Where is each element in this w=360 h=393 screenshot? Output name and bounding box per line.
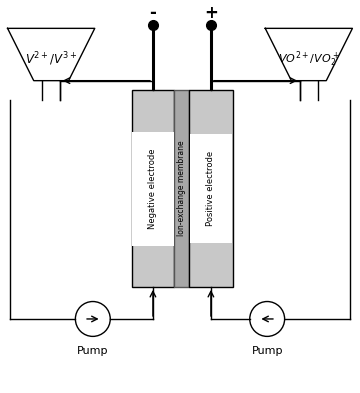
Text: Pump: Pump [251,346,283,356]
Text: Ion-exchange membrane: Ion-exchange membrane [177,141,186,237]
Text: $VO^{2+}/VO_2^+$: $VO^{2+}/VO_2^+$ [278,50,340,69]
Text: +: + [204,4,218,22]
Text: Negative electrode: Negative electrode [148,149,157,229]
Text: Positive electrode: Positive electrode [206,151,215,226]
Text: -: - [149,4,156,22]
Bar [189,90,233,287]
Bar [174,90,189,287]
Text: Pump: Pump [77,346,109,356]
Bar [131,90,174,287]
Text: $V^{2+}/V^{3+}$: $V^{2+}/V^{3+}$ [25,51,77,68]
